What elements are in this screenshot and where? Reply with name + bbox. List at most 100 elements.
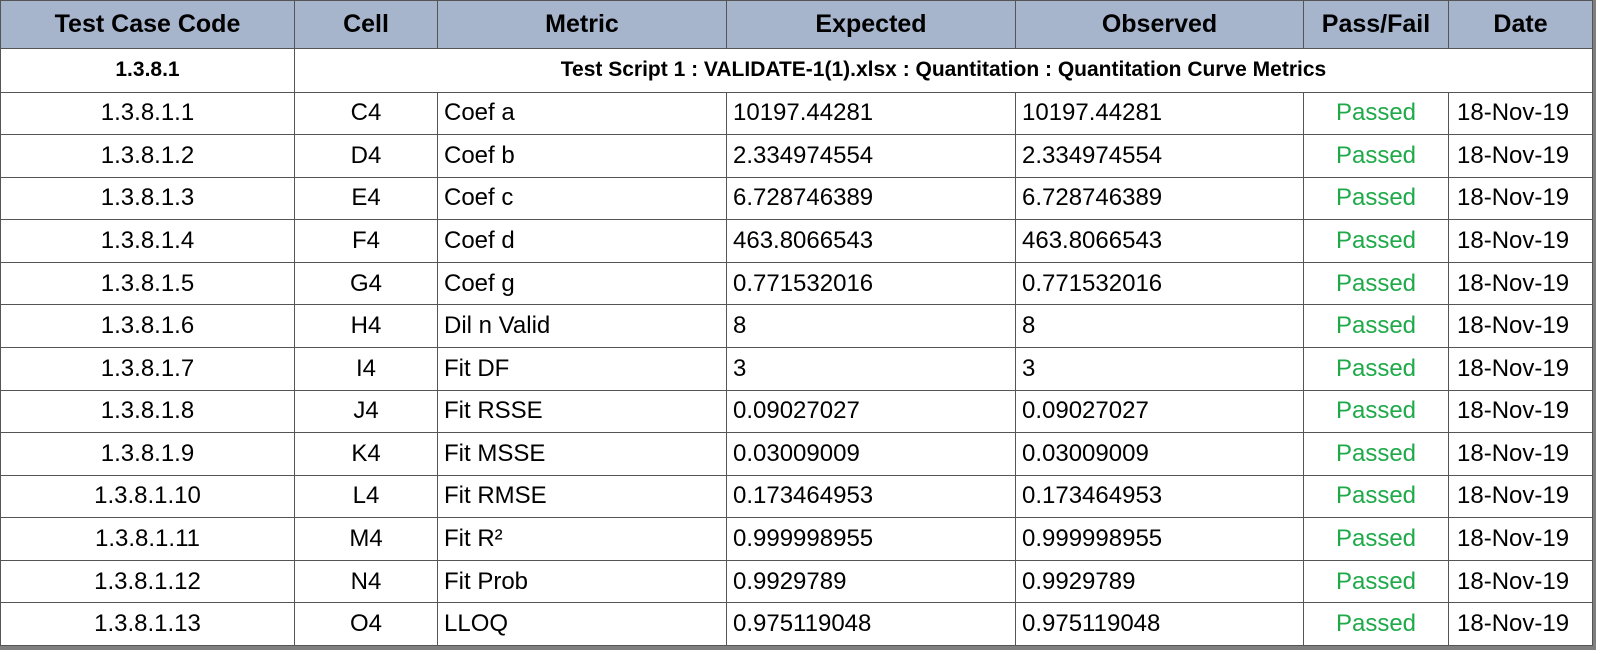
table-row: 1.3.8.1.10 L4 Fit RMSE 0.173464953 0.1734649… xyxy=(0,474,1593,519)
cell-observed: 8 xyxy=(1015,304,1304,348)
cell-observed: 10197.44281 xyxy=(1015,91,1304,136)
cell-metric: Fit R² xyxy=(437,517,727,561)
table-row: 1.3.8.1.7 I4 Fit DF 3 3 Passed 18-Nov-19 xyxy=(0,346,1593,391)
cell-metric: Fit MSSE xyxy=(437,432,727,476)
cell-observed: 2.334974554 xyxy=(1015,134,1304,178)
table-row: 1.3.8.1.5 G4 Coef g 0.771532016 0.771532016 P… xyxy=(0,261,1593,306)
table-body: 1.3.8.1 Test Script 1 : VALIDATE-1(1).xl… xyxy=(0,48,1593,646)
table-row: 1.3.8.1.8 J4 Fit RSSE 0.09027027 0.09027027 P… xyxy=(0,389,1593,434)
cell-pass-fail: Passed xyxy=(1303,261,1449,306)
cell-expected: 2.334974554 xyxy=(726,134,1016,178)
cell-test-case-code: 1.3.8.1.2 xyxy=(0,134,295,178)
cell-expected: 0.999998955 xyxy=(726,517,1016,561)
cell-pass-fail: Passed xyxy=(1303,219,1449,263)
cell-test-case-code: 1.3.8.1.1 xyxy=(0,91,295,136)
section-code: 1.3.8.1 xyxy=(0,48,295,93)
cell-expected: 0.975119048 xyxy=(726,602,1016,646)
cell-observed: 0.03009009 xyxy=(1015,432,1304,476)
cell-cell-ref: L4 xyxy=(294,474,438,519)
cell-expected: 0.771532016 xyxy=(726,261,1016,306)
cell-date: 18-Nov-19 xyxy=(1448,261,1593,306)
cell-cell-ref: J4 xyxy=(294,389,438,434)
cell-metric: Fit DF xyxy=(437,346,727,391)
cell-pass-fail: Passed xyxy=(1303,134,1449,178)
cell-date: 18-Nov-19 xyxy=(1448,346,1593,391)
cell-observed: 0.09027027 xyxy=(1015,389,1304,434)
cell-pass-fail: Passed xyxy=(1303,602,1449,646)
cell-observed: 0.173464953 xyxy=(1015,474,1304,519)
cell-metric: Dil n Valid xyxy=(437,304,727,348)
cell-pass-fail: Passed xyxy=(1303,517,1449,561)
cell-pass-fail: Passed xyxy=(1303,432,1449,476)
cell-date: 18-Nov-19 xyxy=(1448,176,1593,221)
cell-pass-fail: Passed xyxy=(1303,559,1449,604)
table-row: 1.3.8.1.4 F4 Coef d 463.8066543 463.8066543 P… xyxy=(0,219,1593,263)
cell-cell-ref: H4 xyxy=(294,304,438,348)
cell-expected: 0.173464953 xyxy=(726,474,1016,519)
column-header-date: Date xyxy=(1448,0,1593,49)
cell-expected: 3 xyxy=(726,346,1016,391)
cell-test-case-code: 1.3.8.1.10 xyxy=(0,474,295,519)
cell-metric: LLOQ xyxy=(437,602,727,646)
cell-observed: 463.8066543 xyxy=(1015,219,1304,263)
cell-metric: Coef c xyxy=(437,176,727,221)
cell-pass-fail: Passed xyxy=(1303,389,1449,434)
section-row: 1.3.8.1 Test Script 1 : VALIDATE-1(1).xl… xyxy=(0,48,1593,93)
table-row: 1.3.8.1.1 C4 Coef a 10197.44281 10197.44281 P… xyxy=(0,91,1593,136)
cell-observed: 6.728746389 xyxy=(1015,176,1304,221)
column-header-test-case-code: Test Case Code xyxy=(0,0,295,49)
cell-date: 18-Nov-19 xyxy=(1448,91,1593,136)
table-row: 1.3.8.1.9 K4 Fit MSSE 0.03009009 0.03009009 P… xyxy=(0,432,1593,476)
cell-date: 18-Nov-19 xyxy=(1448,602,1593,646)
cell-date: 18-Nov-19 xyxy=(1448,134,1593,178)
cell-test-case-code: 1.3.8.1.7 xyxy=(0,346,295,391)
cell-expected: 0.09027027 xyxy=(726,389,1016,434)
cell-metric: Fit RMSE xyxy=(437,474,727,519)
column-header-pass-fail: Pass/Fail xyxy=(1303,0,1449,49)
cell-pass-fail: Passed xyxy=(1303,91,1449,136)
table-row: 1.3.8.1.2 D4 Coef b 2.334974554 2.334974554 P… xyxy=(0,134,1593,178)
cell-cell-ref: E4 xyxy=(294,176,438,221)
cell-observed: 0.771532016 xyxy=(1015,261,1304,306)
cell-test-case-code: 1.3.8.1.13 xyxy=(0,602,295,646)
cell-metric: Coef d xyxy=(437,219,727,263)
cell-cell-ref: C4 xyxy=(294,91,438,136)
cell-cell-ref: G4 xyxy=(294,261,438,306)
cell-date: 18-Nov-19 xyxy=(1448,389,1593,434)
cell-cell-ref: D4 xyxy=(294,134,438,178)
cell-metric: Coef a xyxy=(437,91,727,136)
cell-cell-ref: O4 xyxy=(294,602,438,646)
cell-cell-ref: I4 xyxy=(294,346,438,391)
cell-cell-ref: M4 xyxy=(294,517,438,561)
table-row: 1.3.8.1.3 E4 Coef c 6.728746389 6.728746389 P… xyxy=(0,176,1593,221)
cell-observed: 0.975119048 xyxy=(1015,602,1304,646)
cell-test-case-code: 1.3.8.1.8 xyxy=(0,389,295,434)
column-header-metric: Metric xyxy=(437,0,727,49)
cell-test-case-code: 1.3.8.1.4 xyxy=(0,219,295,263)
column-header-expected: Expected xyxy=(726,0,1016,49)
cell-metric: Coef b xyxy=(437,134,727,178)
table-row: 1.3.8.1.12 N4 Fit Prob 0.9929789 0.9929789 Pa… xyxy=(0,559,1593,604)
cell-pass-fail: Passed xyxy=(1303,304,1449,348)
cell-pass-fail: Passed xyxy=(1303,474,1449,519)
header-row: Test Case Code Cell Metric Expected Obse… xyxy=(0,0,1593,49)
cell-date: 18-Nov-19 xyxy=(1448,304,1593,348)
cell-cell-ref: N4 xyxy=(294,559,438,604)
cell-expected: 0.03009009 xyxy=(726,432,1016,476)
cell-test-case-code: 1.3.8.1.12 xyxy=(0,559,295,604)
cell-expected: 463.8066543 xyxy=(726,219,1016,263)
cell-test-case-code: 1.3.8.1.6 xyxy=(0,304,295,348)
column-header-cell: Cell xyxy=(294,0,438,49)
cell-metric: Coef g xyxy=(437,261,727,306)
table-row: 1.3.8.1.13 O4 LLOQ 0.975119048 0.975119048 Pa… xyxy=(0,602,1593,646)
cell-expected: 0.9929789 xyxy=(726,559,1016,604)
cell-date: 18-Nov-19 xyxy=(1448,559,1593,604)
section-title: Test Script 1 : VALIDATE-1(1).xlsx : Qua… xyxy=(294,48,1593,93)
cell-cell-ref: F4 xyxy=(294,219,438,263)
cell-expected: 6.728746389 xyxy=(726,176,1016,221)
cell-test-case-code: 1.3.8.1.5 xyxy=(0,261,295,306)
cell-date: 18-Nov-19 xyxy=(1448,517,1593,561)
cell-test-case-code: 1.3.8.1.3 xyxy=(0,176,295,221)
